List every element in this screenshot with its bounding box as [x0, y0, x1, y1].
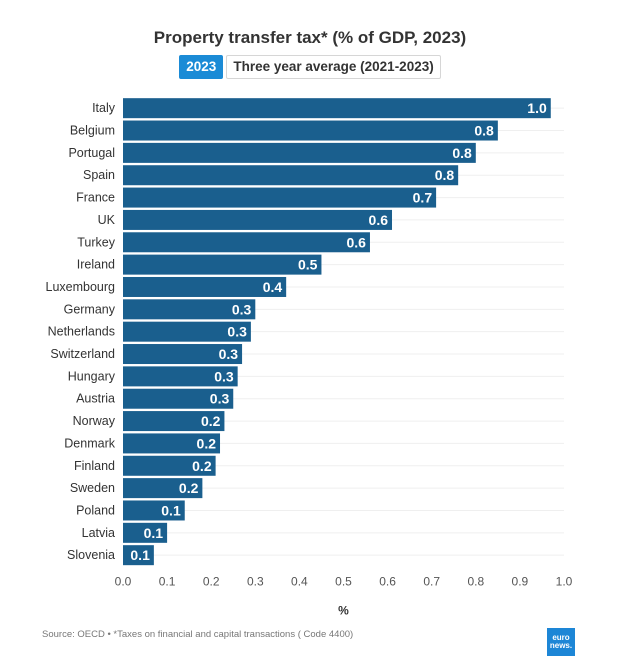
data-label: 0.2	[179, 480, 199, 496]
category-label: Denmark	[64, 436, 115, 450]
bar-switzerland	[123, 344, 243, 365]
category-label: Netherlands	[48, 325, 115, 339]
bar-italy	[123, 98, 551, 119]
category-label: Switzerland	[50, 347, 115, 361]
x-tick-label: 0.5	[335, 574, 352, 588]
data-label: 0.3	[210, 391, 230, 407]
data-label: 0.3	[232, 301, 252, 317]
x-tick-label: 0.7	[423, 574, 440, 588]
x-tick-label: 1.0	[556, 574, 573, 588]
category-label: UK	[98, 213, 116, 227]
data-label: 0.3	[227, 324, 247, 340]
data-label: 0.8	[435, 167, 455, 183]
bar-norway	[123, 411, 225, 432]
category-label: Austria	[76, 392, 115, 406]
chart-title: Property transfer tax* (% of GDP, 2023)	[153, 28, 467, 47]
logo-line1: euro	[552, 633, 570, 642]
category-label: Spain	[83, 168, 115, 182]
bar-sweden	[123, 478, 203, 499]
category-label: Germany	[64, 302, 116, 316]
data-label: 0.8	[474, 123, 494, 139]
category-label: Italy	[92, 101, 116, 115]
bar-latvia	[123, 522, 168, 543]
category-label: Poland	[76, 503, 115, 517]
data-label: 1.0	[527, 100, 547, 116]
x-tick-label: 0.4	[291, 574, 308, 588]
data-label: 0.6	[369, 212, 389, 228]
data-label: 0.2	[192, 458, 212, 474]
data-label: 0.4	[263, 279, 283, 295]
category-label: Slovenia	[67, 548, 115, 562]
bar-netherlands	[123, 321, 251, 342]
data-label: 0.2	[201, 413, 221, 429]
data-label: 0.1	[130, 547, 150, 563]
bar-belgium	[123, 120, 498, 141]
x-axis-title: %	[338, 603, 349, 617]
source-note: Source: OECD • *Taxes on financial and c…	[42, 629, 354, 640]
data-label: 0.3	[219, 346, 239, 362]
data-label: 0.6	[346, 234, 366, 250]
category-label: Portugal	[68, 146, 115, 160]
bar-ireland	[123, 254, 322, 275]
bar-poland	[123, 500, 185, 521]
bar-denmark	[123, 433, 221, 454]
period-toggle: 2023 Three year average (2021-2023)	[0, 55, 620, 79]
category-label: Sweden	[70, 481, 115, 495]
category-label: Finland	[74, 459, 115, 473]
x-tick-label: 0.8	[467, 574, 484, 588]
x-tick-label: 0.2	[203, 574, 220, 588]
category-label: Norway	[73, 414, 116, 428]
bar-spain	[123, 165, 459, 186]
category-label: Ireland	[77, 258, 115, 272]
data-label: 0.8	[452, 145, 472, 161]
bar-uk	[123, 209, 393, 230]
euronews-logo: euro news.	[547, 628, 575, 656]
bar-france	[123, 187, 437, 208]
bar-germany	[123, 299, 256, 320]
category-label: France	[76, 191, 115, 205]
toggle-three-year-average-button[interactable]: Three year average (2021-2023)	[226, 55, 441, 79]
category-label: Turkey	[77, 235, 115, 249]
bar-chart: Italy 1.0 Belgium 0.8 Portugal 0.8 Spain 0.8 Fra…	[46, 98, 573, 617]
x-tick-label: 0.9	[512, 574, 529, 588]
x-tick-label: 0.1	[159, 574, 176, 588]
bar-hungary	[123, 366, 238, 387]
toggle-2023-button[interactable]: 2023	[179, 55, 224, 79]
data-label: 0.3	[214, 368, 234, 384]
data-label: 0.1	[144, 525, 164, 541]
bar-austria	[123, 388, 234, 409]
category-label: Belgium	[70, 124, 115, 138]
bar-portugal	[123, 142, 476, 163]
x-tick-label: 0.3	[247, 574, 264, 588]
bar-finland	[123, 455, 216, 476]
data-label: 0.7	[413, 190, 433, 206]
data-label: 0.5	[298, 257, 318, 273]
category-label: Latvia	[82, 526, 115, 540]
logo-line2: news.	[549, 641, 573, 650]
data-label: 0.1	[161, 502, 181, 518]
category-label: Hungary	[68, 369, 116, 383]
bar-luxembourg	[123, 276, 287, 297]
category-label: Luxembourg	[46, 280, 116, 294]
x-tick-label: 0.0	[115, 574, 132, 588]
bar-turkey	[123, 232, 370, 253]
bar-slovenia	[123, 545, 154, 566]
x-tick-label: 0.6	[379, 574, 396, 588]
data-label: 0.2	[197, 435, 217, 451]
